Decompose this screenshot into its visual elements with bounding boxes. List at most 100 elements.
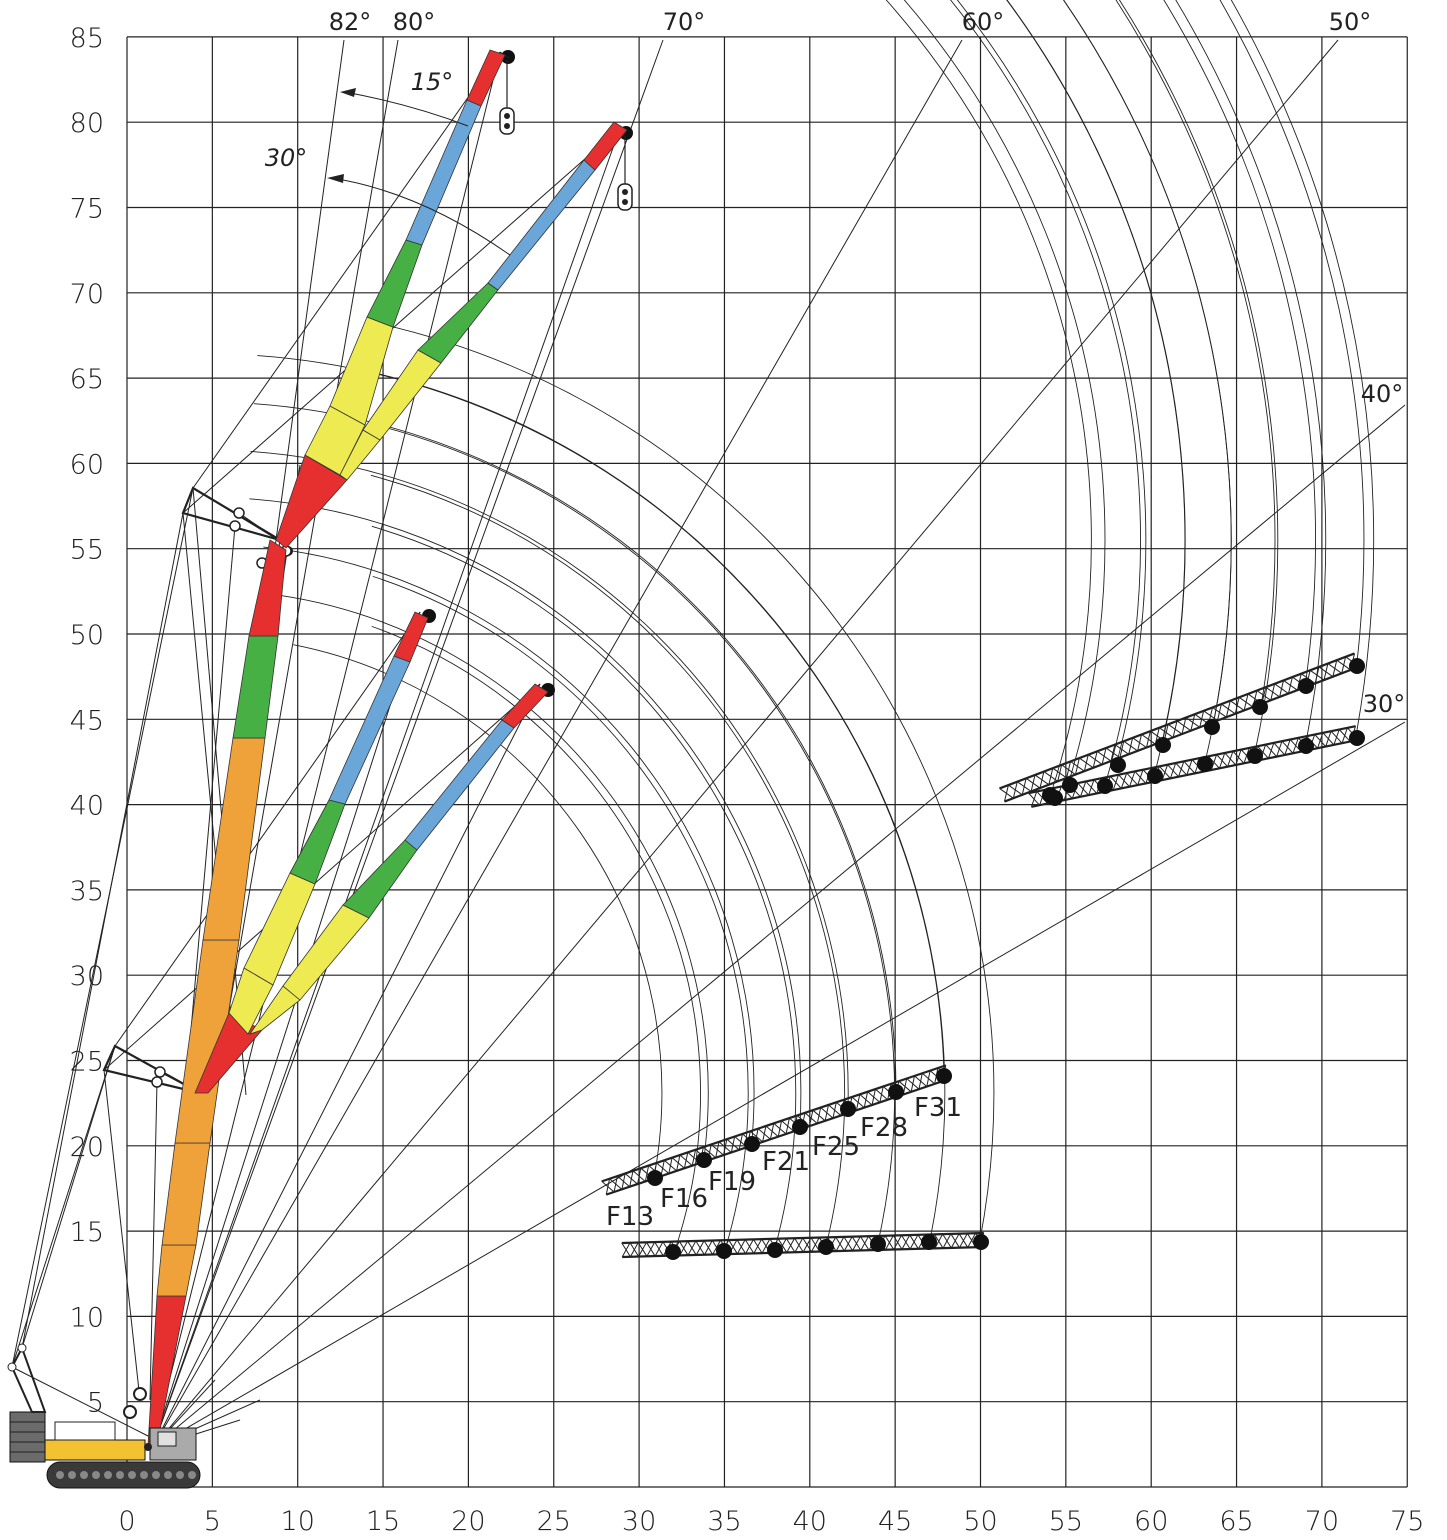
jib-brace (898, 1080, 912, 1093)
reach-arc-lower (253, 403, 897, 1091)
jib-head-sheave (1298, 738, 1314, 754)
rigging-line (182, 127, 621, 514)
jib-brace (703, 1146, 717, 1159)
angle-label-70: 70° (663, 8, 706, 36)
jib-head-sheave (1349, 730, 1365, 746)
superstructure (44, 1439, 146, 1461)
jib-brace (1274, 683, 1289, 694)
jib-brace (629, 1242, 640, 1257)
angle-label-30: 30° (1363, 690, 1406, 718)
jib-head-sheave (840, 1101, 856, 1117)
jib-brace (637, 1242, 648, 1257)
rigging-line (192, 51, 501, 489)
mast-pin (7, 1362, 17, 1372)
x-tick-label: 40 (793, 1506, 827, 1536)
track-roller (104, 1471, 112, 1479)
track-roller (80, 1471, 88, 1479)
counterweight (9, 1411, 46, 1463)
jib-head-sheave (647, 1170, 663, 1186)
jib-brace (656, 1162, 670, 1174)
jib-brace (934, 1234, 944, 1249)
jib-brace (1114, 744, 1130, 755)
jib-brace (794, 1237, 804, 1253)
jib-brace (1008, 784, 1023, 796)
track-roller (92, 1471, 100, 1479)
jib-head-sheave (973, 1234, 989, 1250)
jib-brace (781, 1120, 795, 1132)
jib-brace (901, 1235, 911, 1250)
rigging-line (11, 1045, 116, 1368)
jib-brace (1221, 703, 1236, 715)
reach-arc-lower (372, 575, 749, 1251)
x-tick-label: 35 (707, 1506, 741, 1536)
jib-brace (1061, 764, 1076, 775)
jib-brace (1232, 750, 1245, 764)
track-roller (188, 1471, 196, 1479)
fan-line (152, 127, 621, 1448)
jib-brace (1176, 720, 1192, 732)
x-tick-label: 45 (878, 1506, 912, 1536)
jib-brace (1052, 767, 1067, 779)
jib-label-F16: F16 (660, 1184, 708, 1214)
y-tick-label: 35 (70, 876, 104, 907)
jib-brace (1322, 732, 1335, 746)
y-tick-label: 15 (70, 1217, 104, 1248)
main-boom-green (232, 635, 279, 739)
jib-head-sheave (767, 1242, 783, 1258)
jib-brace (909, 1234, 919, 1250)
low-jib-a-blue (328, 655, 411, 805)
rigging-line (21, 512, 184, 1349)
angle-label-82: 82° (329, 8, 372, 36)
jib-brace (1283, 680, 1298, 691)
low-jib-b-top (501, 683, 549, 729)
jib-brace (1126, 772, 1139, 786)
jib-brace (1159, 766, 1171, 779)
up-jib-b-top (583, 121, 628, 171)
jib-brace (875, 1088, 889, 1101)
jib-brace (1085, 781, 1098, 794)
jib-label-F25: F25 (812, 1132, 860, 1162)
jib-brace (1158, 727, 1174, 738)
reach-arc-lower (280, 595, 709, 1159)
jib-head-sheave (665, 1244, 681, 1260)
jib-brace (884, 1235, 895, 1250)
labels: 0 5 10 15 20 25 30 35 40 45 50 55 60 65 70 75 5 10 15 20 25 3… (70, 8, 1425, 1537)
jib-head-sheave (1197, 756, 1213, 772)
crawler-crane (7, 1343, 201, 1489)
jib-head-sheave (1247, 748, 1263, 764)
mast-frame (10, 1345, 47, 1413)
y-tick-label: 70 (70, 279, 104, 310)
jib-brace (632, 1170, 646, 1182)
rigging-line (21, 1045, 116, 1349)
reach-arc-upper (956, 0, 1147, 759)
jib-lattices (259, 50, 1365, 1260)
grid (126, 36, 1408, 1488)
mast-pin (17, 1343, 27, 1353)
y-tick-label: 20 (70, 1132, 104, 1163)
jib-brace (859, 1236, 870, 1251)
jib-brace (646, 1242, 656, 1257)
jib-brace (1079, 757, 1094, 769)
jib-brace (942, 1233, 952, 1249)
jib-brace (921, 1072, 935, 1085)
jib-brace (687, 1240, 697, 1256)
angle-ray (152, 39, 664, 1448)
angle-ray (152, 721, 1406, 1449)
jib-head-sheave (888, 1084, 904, 1100)
rigging-line (11, 487, 194, 1368)
jib-brace (654, 1241, 664, 1257)
reach-arc-lower (250, 450, 849, 1109)
jib-brace (835, 1236, 845, 1252)
jib-brace (744, 1239, 755, 1254)
jib-brace (820, 1107, 834, 1119)
jib-brace (1338, 729, 1351, 742)
reach-arc-upper (1115, 0, 1276, 701)
y-tick-label: 65 (70, 364, 104, 395)
jib-brace (851, 1096, 865, 1109)
jib-brace (621, 1242, 631, 1258)
x-tick-label: 75 (1390, 1506, 1424, 1536)
jib-brace (695, 1240, 705, 1255)
jib-brace (828, 1104, 842, 1116)
jib-brace (1167, 764, 1179, 778)
hook-pin (622, 199, 628, 205)
